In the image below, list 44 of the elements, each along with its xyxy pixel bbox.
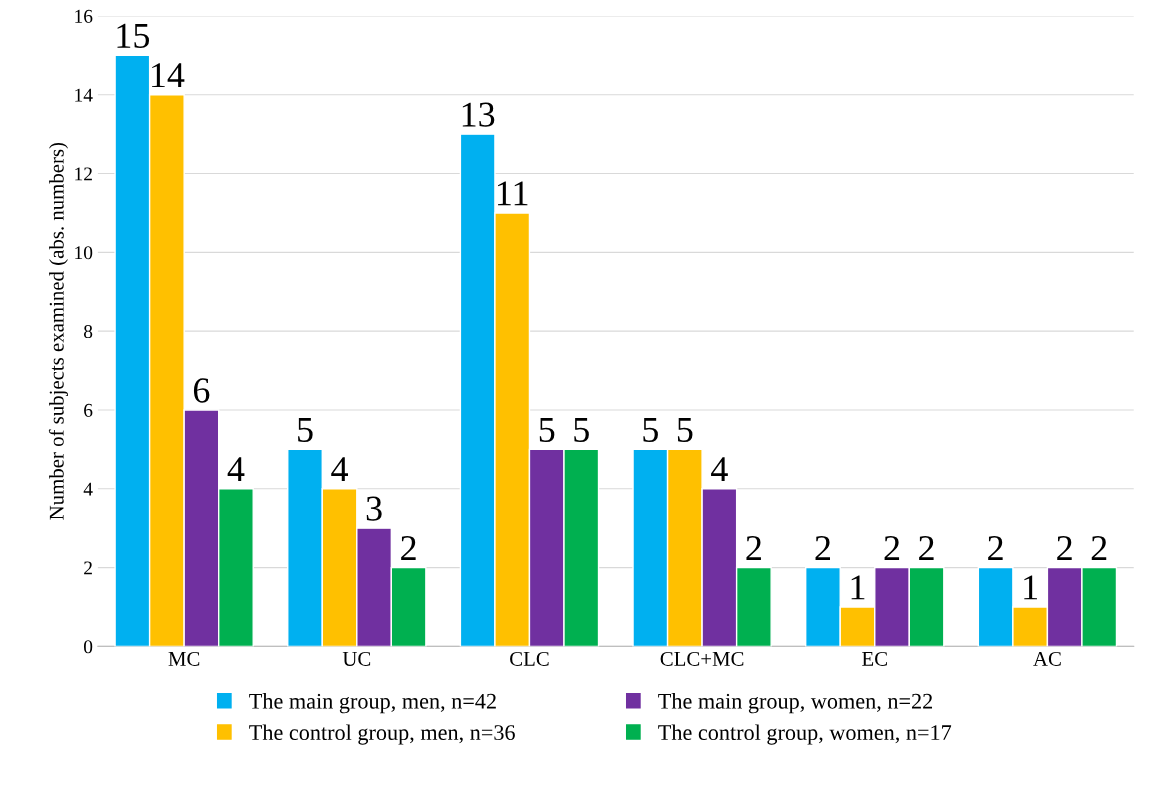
data-label: 2 [884,535,900,560]
data-label: 2 [919,535,934,560]
y-tick-label: 4 [83,482,93,496]
data-label: 15 [117,23,150,49]
legend-label: The control group, men, n=36 [249,724,515,745]
data-label: 5 [298,418,313,443]
data-label: 2 [1091,535,1107,560]
y-tick-label: 8 [83,324,93,339]
data-label: 5 [643,418,658,443]
data-label: 4 [711,457,728,482]
data-label: 1 [851,575,865,600]
y-tick-label: 16 [75,9,93,23]
legend-label: The main group, women, n=22 [658,693,933,714]
data-label: 2 [746,535,761,560]
y-axis-title: Number of subjects examined (abs. numbers) [48,142,68,520]
y-tick-label: 10 [75,246,93,260]
x-tick-label: CLC [510,651,549,666]
data-label: 2 [1057,535,1072,560]
data-label: 4 [227,457,245,482]
x-tick-label: CLC+MC [660,651,744,666]
legend-label: The control group, women, n=17 [658,724,952,745]
data-label: 6 [193,378,210,403]
data-label: 2 [988,535,1003,560]
x-tick-label: EC [862,651,887,666]
data-label: 4 [331,457,349,482]
y-tick-label: 12 [75,167,92,181]
data-label: 14 [152,63,185,88]
data-label: 13 [462,102,495,127]
x-tick-label: UC [342,651,371,666]
x-tick-label: MC [168,651,200,666]
data-label: 5 [539,418,555,443]
data-label: 1 [1024,575,1038,600]
y-tick-label: 14 [75,88,93,102]
legend-label: The main group, men, n=42 [249,693,496,714]
data-label: 3 [366,496,382,521]
data-label: 11 [497,181,528,206]
data-label: 5 [677,418,693,443]
data-label: 2 [401,535,416,560]
data-label: 2 [815,535,830,560]
data-label: 5 [574,418,589,443]
y-tick-label: 2 [84,561,92,575]
x-tick-label: AC [1033,651,1061,666]
y-tick-label: 6 [84,403,93,417]
y-tick-label: 0 [83,640,93,654]
